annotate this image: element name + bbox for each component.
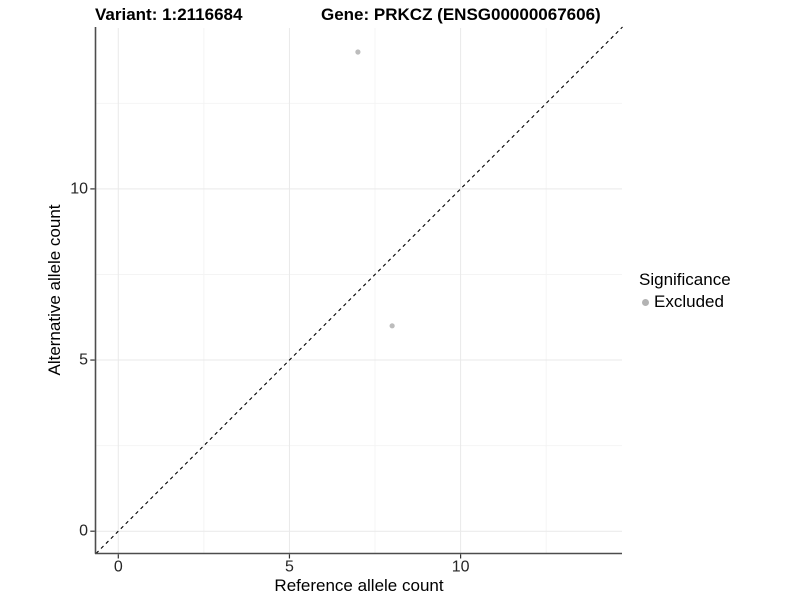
y-axis-title: Alternative allele count <box>45 204 64 376</box>
data-point <box>389 323 395 329</box>
legend-item-label: Excluded <box>654 292 724 311</box>
x-tick-label: 5 <box>285 559 294 576</box>
data-point <box>355 49 361 55</box>
x-tick-label: 10 <box>452 559 470 576</box>
y-tick-label: 5 <box>79 352 88 369</box>
identity-dashed-line <box>95 26 623 554</box>
legend-title: Significance <box>639 270 731 289</box>
x-axis-title: Reference allele count <box>274 576 444 595</box>
x-tick-label: 0 <box>114 559 123 576</box>
legend-item-excluded: Excluded <box>639 292 731 312</box>
legend-key-dot <box>642 298 649 306</box>
y-tick-label: 0 <box>79 523 88 540</box>
variant-title: Variant: 1:2116684 <box>95 5 243 24</box>
y-tick-label: 10 <box>70 180 88 197</box>
legend: Significance Excluded <box>639 270 731 312</box>
gene-title: Gene: PRKCZ (ENSG00000067606) <box>321 5 601 24</box>
